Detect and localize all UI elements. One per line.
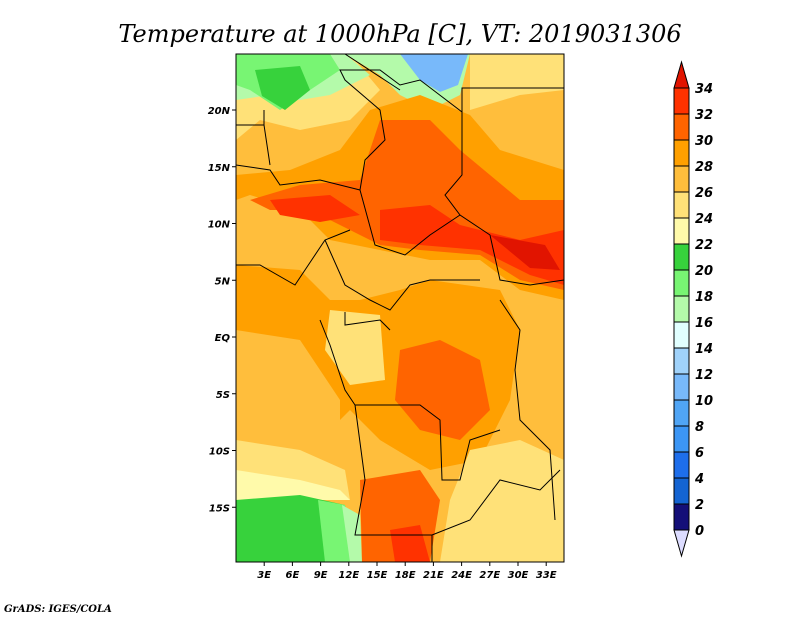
lat-axis: 20N 15N 10N 5N EQ 5S 10S 15S: [208, 106, 236, 514]
colorbar-label: 16: [695, 316, 713, 331]
field-22-24-south: [236, 470, 350, 500]
colorbar-segment: [673, 399, 690, 427]
field-10-12-med: [400, 54, 468, 92]
lon-tick-label: 21E: [423, 570, 444, 581]
lat-tick-label: EQ: [215, 333, 231, 344]
colorbar-segment: [673, 477, 690, 505]
lon-tick-label: 27E: [479, 570, 500, 581]
lat-tick-label: 20N: [208, 106, 231, 117]
colorbar-label: 14: [695, 342, 713, 357]
field-24-26-egypt: [470, 54, 564, 110]
colorbar-segment: [673, 425, 690, 453]
colorbar-segment: [673, 243, 690, 271]
colorbar-segment: [673, 113, 690, 141]
field-over-34: [490, 235, 560, 270]
lon-tick-label: 24E: [451, 570, 472, 581]
field-24-26-gabon: [325, 310, 385, 385]
colorbar-label: 22: [695, 238, 713, 253]
lon-tick-label: 15E: [367, 570, 388, 581]
lat-tick-label: 15S: [209, 503, 230, 514]
colorbar-segment: [673, 165, 690, 193]
colorbar-label: 6: [695, 446, 704, 461]
colorbar-segment: [673, 139, 690, 167]
colorbar-segment: [673, 321, 690, 349]
lon-tick-label: 33E: [536, 570, 557, 581]
colorbar-segment: [673, 347, 690, 375]
lon-axis: 3E 6E 9E 12E 15E 18E 21E 24E 27E 30E 33E: [257, 562, 557, 581]
colorbar-segment: [673, 451, 690, 479]
map-frame: [235, 53, 565, 563]
colorbar-label: 28: [695, 160, 713, 175]
colorbar-label: 34: [695, 82, 713, 97]
colorbar-segment: [673, 503, 690, 531]
lon-tick-label: 18E: [395, 570, 416, 581]
lon-tick-label: 6E: [286, 570, 300, 581]
field-20-22-north: [255, 66, 310, 110]
field-24-26-zambia: [440, 440, 564, 562]
field-32-34: [270, 195, 564, 285]
coastline: [236, 54, 401, 406]
colorbar-label: 30: [695, 134, 713, 149]
colorbar-label: 0: [695, 524, 704, 539]
lat-tick-label: 5S: [216, 390, 230, 401]
lat-tick-label: 5N: [215, 276, 231, 287]
colorbar-label: 10: [695, 394, 713, 409]
lat-tick-label: 10S: [209, 447, 230, 458]
colorbar-segment: [673, 269, 690, 297]
colorbar-segment: [673, 87, 690, 115]
colorbar-under-arrow: [673, 529, 690, 558]
colorbar-label: 18: [695, 290, 713, 305]
colorbar-over-arrow: [673, 60, 690, 89]
lat-tick-label: 10N: [208, 220, 231, 231]
colorbar-label: 8: [695, 420, 704, 435]
colorbar-label: 20: [695, 264, 713, 279]
country-borders: [236, 69, 564, 562]
temperature-field: [236, 54, 564, 562]
footer-credit: GrADS: IGES/COLA: [4, 604, 112, 615]
lon-tick-label: 3E: [257, 570, 271, 581]
colorbar-label: 2: [695, 498, 704, 513]
lat-tick-label: 15N: [208, 163, 231, 174]
field-30-32-congo: [395, 340, 490, 440]
colorbar-segment: [673, 295, 690, 323]
colorbar-label: 12: [695, 368, 713, 383]
colorbar-segment: [673, 217, 690, 245]
field-32-34-angola: [390, 525, 430, 562]
field-16-18-coast: [342, 505, 362, 562]
colorbar-label: 24: [695, 212, 713, 227]
colorbar-label: 4: [694, 472, 704, 487]
field-26-28-ocean: [236, 330, 340, 450]
lon-tick-label: 30E: [508, 570, 529, 581]
colorbar-label: 32: [695, 108, 713, 123]
lon-tick-label: 12E: [338, 570, 359, 581]
colorbar-label: 26: [695, 186, 713, 201]
colorbar-segment: [673, 373, 690, 401]
plot-title: Temperature at 1000hPa [C], VT: 20190313…: [118, 20, 681, 48]
lon-tick-label: 9E: [314, 570, 328, 581]
colorbar-segment: [673, 191, 690, 219]
